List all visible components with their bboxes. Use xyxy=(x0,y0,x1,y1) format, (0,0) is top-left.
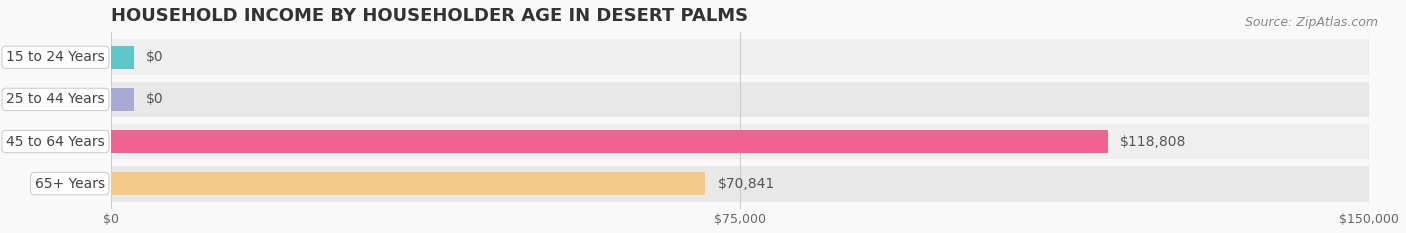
Bar xyxy=(111,172,706,195)
Text: $70,841: $70,841 xyxy=(718,177,775,191)
Bar xyxy=(111,166,1406,202)
Bar xyxy=(111,39,1406,75)
Text: 65+ Years: 65+ Years xyxy=(35,177,105,191)
Text: 15 to 24 Years: 15 to 24 Years xyxy=(6,50,105,64)
Bar xyxy=(111,82,1406,117)
Text: $118,808: $118,808 xyxy=(1121,134,1187,148)
Bar xyxy=(111,130,1108,153)
Text: $0: $0 xyxy=(146,93,165,106)
Bar xyxy=(111,88,134,111)
Text: HOUSEHOLD INCOME BY HOUSEHOLDER AGE IN DESERT PALMS: HOUSEHOLD INCOME BY HOUSEHOLDER AGE IN D… xyxy=(111,7,748,25)
Text: 45 to 64 Years: 45 to 64 Years xyxy=(6,134,105,148)
Text: Source: ZipAtlas.com: Source: ZipAtlas.com xyxy=(1244,16,1378,29)
Bar xyxy=(111,46,134,69)
Bar xyxy=(111,124,1406,159)
Text: $0: $0 xyxy=(146,50,165,64)
Text: 25 to 44 Years: 25 to 44 Years xyxy=(6,93,105,106)
